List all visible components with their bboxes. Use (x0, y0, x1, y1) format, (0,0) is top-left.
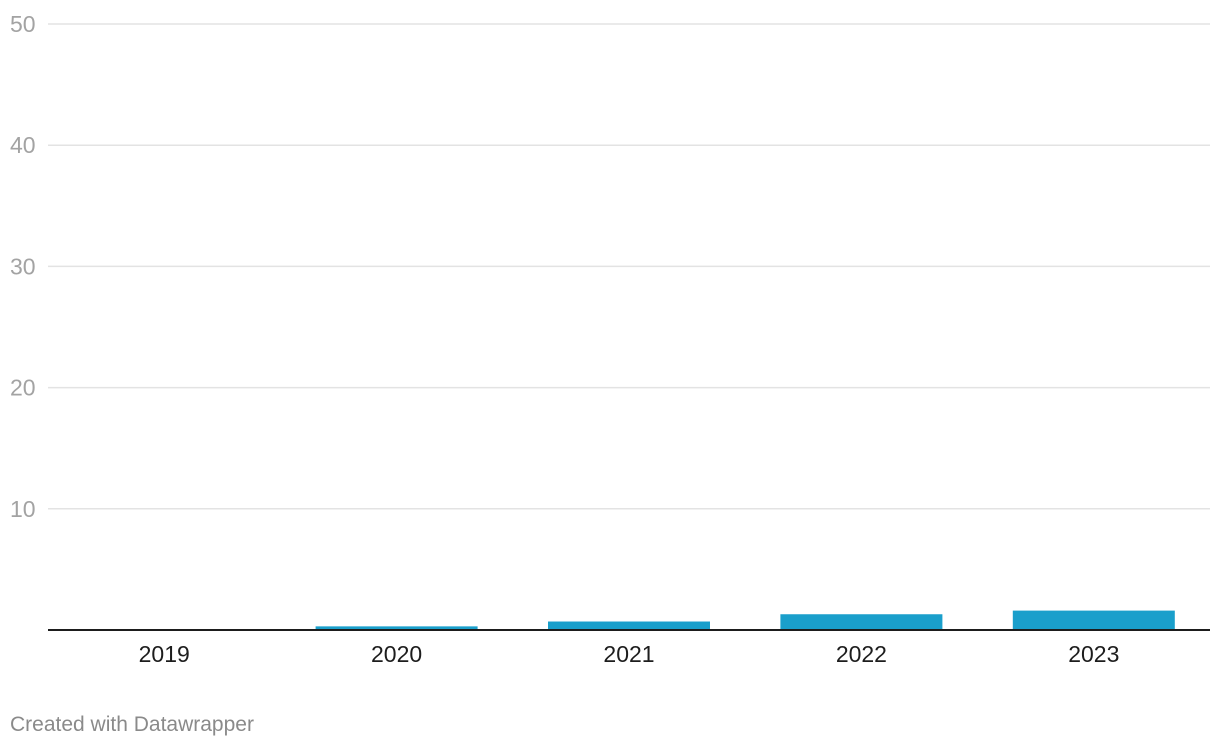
y-tick-label-20: 20 (10, 375, 36, 401)
x-tick-label-2022: 2022 (836, 641, 887, 667)
gridlines (48, 23, 1210, 510)
y-tick-label-10: 10 (10, 496, 36, 522)
bar-chart: 10 20 30 40 50 2019 2020 2021 2022 2023 (10, 11, 1210, 667)
x-tick-label-2021: 2021 (603, 641, 654, 667)
y-tick-label-40: 40 (10, 132, 36, 158)
y-axis-ticks: 10 20 30 40 50 (10, 11, 36, 522)
bar-2022 (780, 614, 943, 630)
x-tick-label-2019: 2019 (139, 641, 190, 667)
y-tick-label-50: 50 (10, 11, 36, 37)
bars (315, 610, 1175, 630)
x-tick-label-2020: 2020 (371, 641, 422, 667)
x-axis-ticks: 2019 2020 2021 2022 2023 (139, 641, 1120, 667)
y-tick-label-30: 30 (10, 253, 36, 279)
datawrapper-credit: Created with Datawrapper (10, 713, 254, 736)
bar-2021 (548, 621, 710, 630)
bar-2023 (1012, 610, 1175, 630)
bar-2020 (315, 626, 478, 630)
x-tick-label-2023: 2023 (1068, 641, 1119, 667)
